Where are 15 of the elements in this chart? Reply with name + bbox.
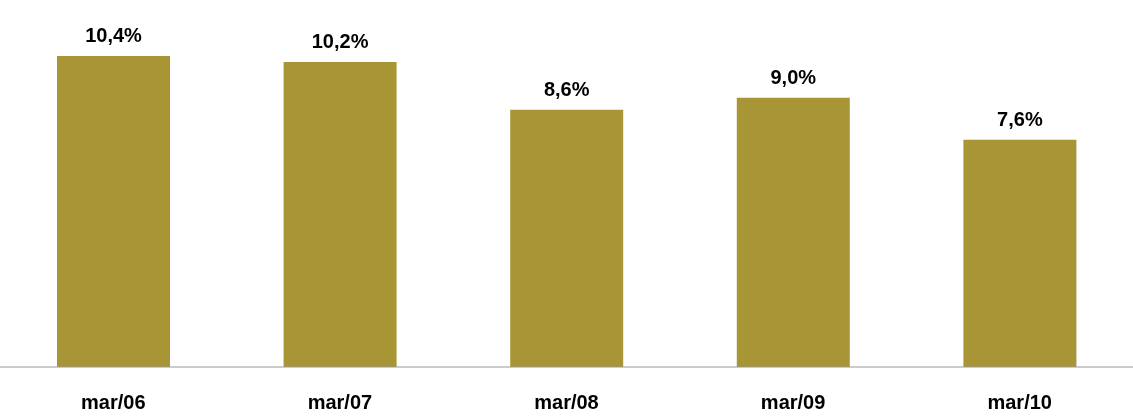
x-tick-label: mar/06 [81, 391, 146, 414]
x-tick-label: mar/07 [307, 391, 373, 414]
data-label: 10,2% [311, 29, 369, 52]
x-tick-label: mar/10 [987, 391, 1052, 414]
bar [736, 97, 850, 367]
bar [510, 109, 624, 367]
x-tick-label: mar/08 [534, 391, 599, 414]
data-label: 9,0% [770, 65, 817, 88]
bar [963, 139, 1077, 367]
x-tick-label: mar/09 [760, 391, 826, 414]
data-label: 8,6% [543, 77, 590, 100]
bar [283, 61, 397, 367]
bar [57, 56, 170, 367]
data-label: 7,6% [997, 107, 1043, 130]
data-label: 10,4% [85, 24, 143, 46]
